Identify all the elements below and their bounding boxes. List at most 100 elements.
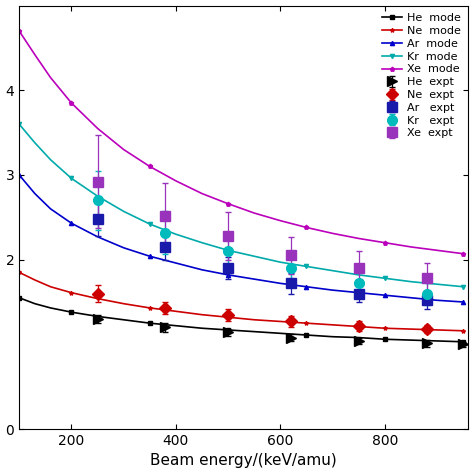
X-axis label: Beam energy/(keV/amu): Beam energy/(keV/amu): [150, 454, 337, 468]
Legend: He  mode, Ne  mode, Ar  mode, Kr  mode, Xe  mode, He  expt, Ne  expt, Ar   expt,: He mode, Ne mode, Ar mode, Kr mode, Xe m…: [378, 9, 465, 143]
Ne  mode: [173, 309, 179, 314]
Kr  mode: [16, 121, 22, 127]
Xe  mode: [304, 225, 310, 230]
Ar  mode: [121, 245, 127, 251]
He  mode: [330, 334, 336, 339]
Kr  mode: [460, 284, 466, 290]
Line: Ne  mode: Ne mode: [17, 270, 465, 333]
Ne  mode: [199, 312, 205, 318]
Ar  mode: [173, 260, 179, 266]
Xe  mode: [225, 201, 231, 207]
Kr  mode: [199, 240, 205, 246]
Xe  mode: [173, 178, 179, 184]
Ar  mode: [95, 234, 100, 240]
Ne  mode: [48, 284, 54, 290]
Ne  mode: [16, 270, 22, 275]
Ne  mode: [460, 328, 466, 334]
Line: He  mode: He mode: [17, 296, 465, 344]
Kr  mode: [69, 175, 74, 181]
Kr  mode: [121, 209, 127, 214]
He  mode: [408, 337, 414, 343]
Xe  mode: [48, 75, 54, 81]
Kr  mode: [225, 247, 231, 253]
Ne  mode: [278, 319, 283, 324]
Ne  mode: [32, 277, 38, 283]
Ar  mode: [16, 172, 22, 178]
Ar  mode: [382, 292, 388, 298]
He  mode: [199, 325, 205, 331]
He  mode: [16, 295, 22, 301]
He  mode: [251, 329, 257, 335]
Xe  mode: [382, 240, 388, 246]
He  mode: [434, 338, 440, 344]
Xe  mode: [460, 251, 466, 256]
Kr  mode: [304, 264, 310, 269]
Ar  mode: [278, 281, 283, 286]
Ar  mode: [147, 254, 153, 259]
He  mode: [460, 339, 466, 345]
Ar  mode: [304, 284, 310, 290]
Line: Ar  mode: Ar mode: [17, 173, 465, 304]
Ne  mode: [147, 305, 153, 311]
Xe  mode: [408, 244, 414, 250]
Ne  mode: [330, 322, 336, 328]
Ar  mode: [356, 290, 362, 295]
He  mode: [356, 335, 362, 340]
Ne  mode: [95, 296, 100, 301]
Kr  mode: [147, 221, 153, 227]
He  mode: [278, 330, 283, 336]
Xe  mode: [278, 218, 283, 224]
Kr  mode: [173, 231, 179, 237]
He  mode: [173, 323, 179, 328]
Xe  mode: [251, 210, 257, 216]
Xe  mode: [356, 236, 362, 241]
Ne  mode: [225, 314, 231, 320]
Line: Kr  mode: Kr mode: [17, 122, 465, 289]
Ne  mode: [382, 325, 388, 331]
Xe  mode: [147, 164, 153, 169]
He  mode: [304, 332, 310, 338]
Xe  mode: [95, 126, 100, 131]
He  mode: [95, 313, 100, 319]
Ne  mode: [408, 326, 414, 332]
He  mode: [69, 310, 74, 315]
Ar  mode: [408, 295, 414, 301]
He  mode: [121, 317, 127, 323]
Kr  mode: [32, 140, 38, 146]
He  mode: [32, 301, 38, 307]
Ar  mode: [32, 191, 38, 196]
Xe  mode: [69, 100, 74, 106]
Ne  mode: [304, 320, 310, 326]
Ne  mode: [434, 327, 440, 333]
Kr  mode: [95, 193, 100, 199]
Line: Xe  mode: Xe mode: [17, 29, 465, 256]
Ar  mode: [460, 299, 466, 305]
Ar  mode: [225, 272, 231, 278]
Xe  mode: [330, 230, 336, 236]
Xe  mode: [121, 146, 127, 152]
Xe  mode: [16, 28, 22, 34]
Ne  mode: [69, 290, 74, 295]
Ar  mode: [48, 206, 54, 212]
Ar  mode: [330, 287, 336, 293]
Kr  mode: [434, 282, 440, 287]
He  mode: [225, 327, 231, 333]
Kr  mode: [278, 259, 283, 265]
Ne  mode: [356, 324, 362, 329]
Ar  mode: [434, 298, 440, 303]
Ar  mode: [69, 220, 74, 226]
He  mode: [147, 320, 153, 326]
Kr  mode: [251, 254, 257, 259]
Kr  mode: [382, 275, 388, 281]
Xe  mode: [32, 52, 38, 57]
Kr  mode: [48, 157, 54, 163]
Ar  mode: [199, 267, 205, 273]
Ne  mode: [121, 301, 127, 307]
He  mode: [48, 305, 54, 311]
Kr  mode: [408, 279, 414, 284]
Xe  mode: [434, 247, 440, 253]
Ne  mode: [251, 317, 257, 323]
Kr  mode: [330, 268, 336, 273]
Ar  mode: [251, 276, 257, 282]
Xe  mode: [199, 191, 205, 196]
